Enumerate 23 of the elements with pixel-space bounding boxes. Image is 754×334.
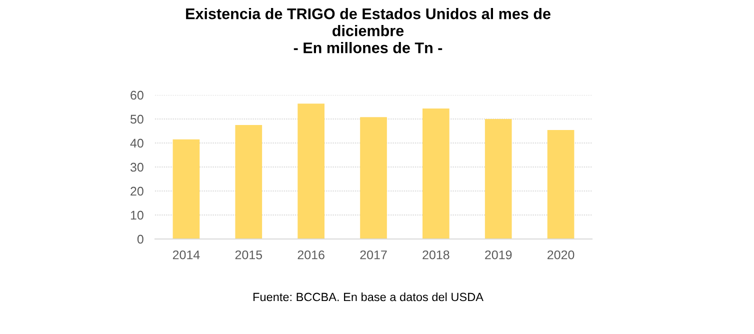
y-tick-label: 10 [130,210,144,220]
x-tick-label: 2019 [485,250,512,260]
bar [172,139,200,239]
y-tick-label: 20 [130,186,144,196]
y-tick-label: 0 [137,234,144,244]
bar [235,125,262,239]
y-tick-label: 60 [130,90,144,100]
bar [484,119,512,239]
y-tick-label: 50 [130,114,144,124]
bar [360,117,387,239]
x-tick-label: 2015 [235,250,262,260]
bar [547,130,574,239]
y-tick-label: 40 [130,138,144,148]
x-tick-label: 2016 [298,250,324,260]
x-tick-label: 2017 [360,250,387,260]
bar [298,104,324,239]
x-tick-label: 2018 [422,250,450,260]
x-tick-label: 2014 [172,250,200,260]
bar [422,108,450,239]
x-tick-label: 2020 [548,250,574,260]
chart-title: Existencia de TRIGO de Estados Unidos al mes de diciembre - En millones de Tn - [186,8,550,54]
y-tick-label: 30 [130,162,144,172]
source-note: Fuente: BCCBA. En base a datos del USDA [253,292,484,302]
